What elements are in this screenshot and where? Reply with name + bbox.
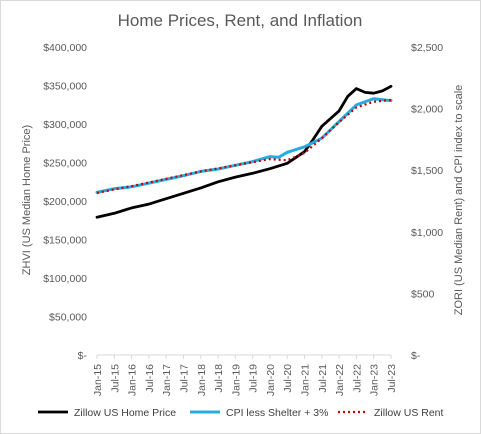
x-tick-label: Jan-23 bbox=[369, 364, 381, 396]
y-tick-label: $400,000 bbox=[43, 42, 87, 54]
y-axis-left: $- $50,000 $100,000 $150,000 $200,000 $250,00… bbox=[43, 42, 87, 362]
x-tick-label: Jan-22 bbox=[334, 364, 346, 396]
x-tick-label: Jul-22 bbox=[351, 364, 363, 393]
y-tick-label: $300,000 bbox=[43, 119, 87, 131]
x-tick-label: Jul-17 bbox=[178, 364, 190, 393]
chart-title: Home Prices, Rent, and Inflation bbox=[118, 11, 363, 30]
y-tick-label: $250,000 bbox=[43, 158, 87, 170]
x-tick-label: Jan-19 bbox=[230, 364, 242, 396]
x-tick-label: Jul-19 bbox=[248, 364, 260, 393]
y-tick-label: $350,000 bbox=[43, 81, 87, 93]
x-tick-label: Jul-15 bbox=[109, 364, 121, 393]
y-axis-right: $- $500 $1,000 $1,500 $2,000 $2,500 bbox=[411, 42, 443, 362]
y2-tick-label: $- bbox=[411, 350, 421, 362]
y-tick-label: $200,000 bbox=[43, 196, 87, 208]
y2-tick-label: $500 bbox=[411, 288, 435, 300]
y-tick-label: $50,000 bbox=[49, 312, 87, 324]
series-lines bbox=[95, 84, 393, 219]
legend-label-0: Zillow US Home Price bbox=[74, 407, 176, 419]
x-tick-label: Jan-21 bbox=[300, 364, 312, 396]
x-tick-label: Jan-17 bbox=[161, 364, 173, 396]
x-tick-label: Jul-21 bbox=[317, 364, 329, 393]
series-line-2 bbox=[96, 98, 392, 195]
x-tick-label: Jan-16 bbox=[127, 364, 139, 396]
y2-tick-label: $2,500 bbox=[411, 42, 443, 54]
legend-label-1: CPI less Shelter + 3% bbox=[226, 407, 328, 419]
y2-tick-label: $1,500 bbox=[411, 165, 443, 177]
y2-tick-label: $1,000 bbox=[411, 227, 443, 239]
legend-label-2: Zillow US Rent bbox=[374, 407, 444, 419]
x-tick-label: Jan-20 bbox=[265, 364, 277, 396]
x-tick-label: Jul-20 bbox=[282, 364, 294, 393]
x-tick-label: Jul-23 bbox=[386, 364, 398, 393]
series-line-0 bbox=[95, 84, 393, 219]
y-tick-label: $100,000 bbox=[43, 273, 87, 285]
x-tick-label: Jan-15 bbox=[92, 364, 104, 396]
y-axis-title: ZHVI (US Median Home Price) bbox=[21, 125, 33, 275]
x-axis: Jan-15 Jul-15 Jan-16 Jul-16 Jan-17 Jul-17 Jan-… bbox=[92, 354, 398, 396]
x-tick-label: Jul-18 bbox=[213, 364, 225, 393]
y2-tick-label: $2,000 bbox=[411, 104, 443, 116]
y-tick-label: $150,000 bbox=[43, 235, 87, 247]
x-tick-label: Jul-16 bbox=[144, 364, 156, 393]
x-tick-label: Jan-18 bbox=[196, 364, 208, 396]
y-tick-label: $- bbox=[78, 350, 88, 362]
legend: Zillow US Home Price CPI less Shelter + 3… bbox=[38, 407, 444, 419]
y2-axis-title: ZORI (US Median Rent) and CPI index to s… bbox=[453, 85, 465, 315]
series-line-1 bbox=[95, 97, 393, 194]
